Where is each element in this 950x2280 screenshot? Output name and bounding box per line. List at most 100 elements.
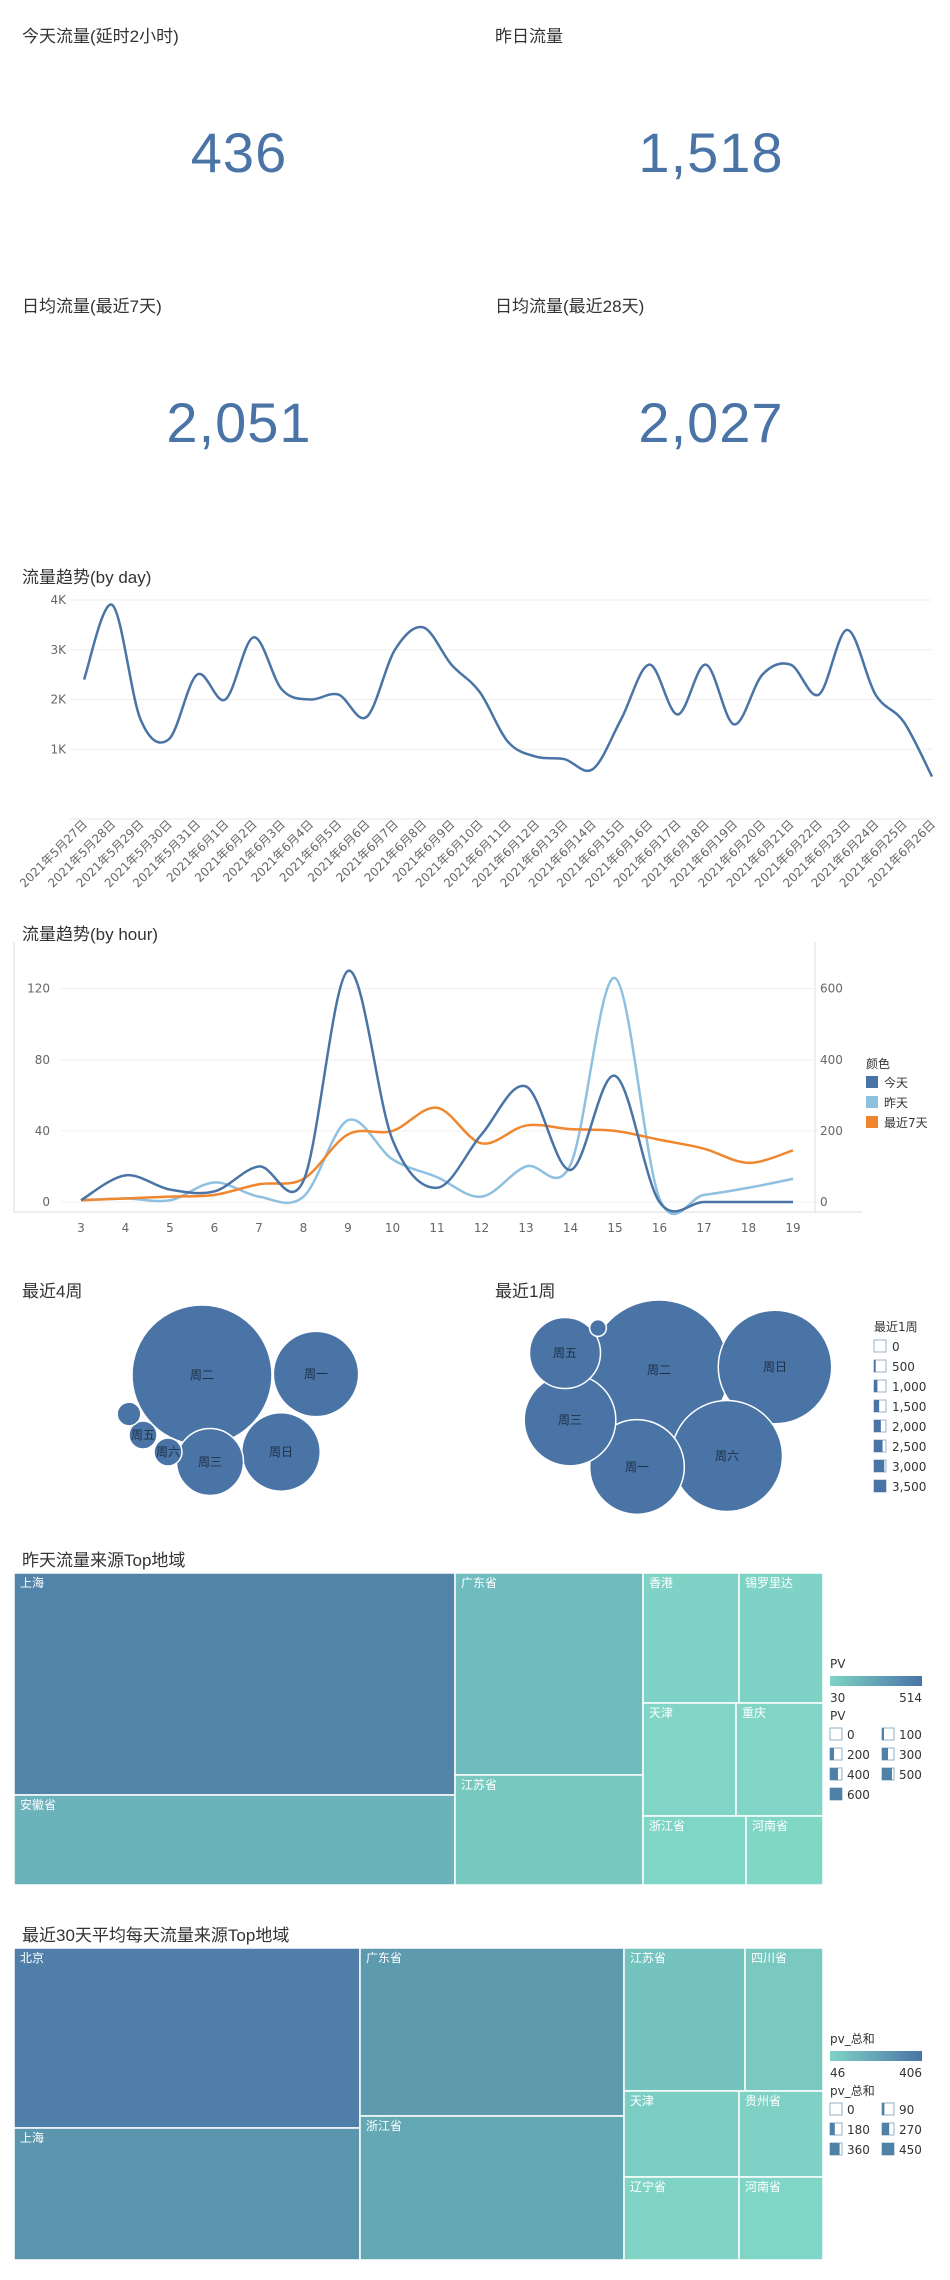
tree2-cell bbox=[623, 2176, 740, 2261]
tree2-cell-label: 四川省 bbox=[751, 1951, 787, 1965]
tree2-size-fill bbox=[830, 2143, 840, 2155]
tree1-cell-label: 上海 bbox=[20, 1575, 44, 1590]
hourly-legend-label: 今天 bbox=[884, 1075, 908, 1090]
tree1-legend-title: PV bbox=[830, 1657, 846, 1671]
tree2-cell bbox=[738, 2176, 824, 2261]
tree1-size-fill bbox=[830, 1768, 838, 1780]
size-legend-label: 2,500 bbox=[892, 1440, 926, 1454]
hourly-chart-title: 流量趋势(by hour) bbox=[22, 925, 159, 944]
daily-chart-title: 流量趋势(by day) bbox=[22, 568, 152, 587]
week1-bubble-label: 周六 bbox=[715, 1449, 739, 1463]
hourly-xtick-label: 17 bbox=[696, 1221, 711, 1235]
tree2-cell-label: 北京 bbox=[20, 1951, 44, 1965]
tree2-cell bbox=[13, 1947, 361, 2129]
hourly-xtick-label: 18 bbox=[741, 1221, 756, 1235]
daily-ytick-label: 4K bbox=[50, 593, 67, 607]
hourly-series-line-1 bbox=[80, 976, 794, 1216]
size-legend-label: 3,500 bbox=[892, 1480, 926, 1494]
tree1-size-fill bbox=[882, 1768, 892, 1780]
hourly-xtick-label: 14 bbox=[563, 1221, 578, 1235]
weeks4-bubble-label: 周一 bbox=[304, 1367, 328, 1381]
hourly-right-tick: 0 bbox=[820, 1195, 828, 1209]
tree1-size-label: 500 bbox=[899, 1768, 922, 1782]
tree2-size-label: 180 bbox=[847, 2123, 870, 2137]
tree1-cell bbox=[13, 1794, 456, 1886]
kpi-avg28-value: 2,027 bbox=[638, 391, 784, 454]
week1-bubble bbox=[588, 1318, 608, 1338]
daily-series-line bbox=[82, 603, 934, 778]
hourly-legend-swatch bbox=[866, 1116, 878, 1128]
tree1-cell bbox=[738, 1572, 824, 1704]
tree1-cell bbox=[642, 1572, 740, 1704]
tree1-size-label: 400 bbox=[847, 1768, 870, 1782]
tree1-size-label: 100 bbox=[899, 1728, 922, 1742]
hourly-xtick-label: 11 bbox=[429, 1221, 444, 1235]
hourly-xtick-label: 9 bbox=[344, 1221, 352, 1235]
tree2-size-fill bbox=[830, 2123, 835, 2135]
daily-ytick-label: 1K bbox=[50, 742, 67, 756]
tree2-size-label: 450 bbox=[899, 2143, 922, 2157]
tree1-cell-label: 江苏省 bbox=[461, 1778, 497, 1792]
kpi-yesterday-label: 昨日流量 bbox=[495, 27, 563, 46]
week1-bubble bbox=[528, 1316, 602, 1390]
kpi-today-value: 436 bbox=[190, 121, 288, 184]
kpi-today-label: 今天流量(延时2小时) bbox=[22, 27, 179, 46]
tree1-legend-max: 514 bbox=[899, 1691, 922, 1705]
tree2-cell-label: 广东省 bbox=[366, 1951, 402, 1965]
tree1-cell bbox=[13, 1572, 456, 1796]
hourly-left-tick: 40 bbox=[35, 1124, 50, 1138]
hourly-xtick-label: 7 bbox=[255, 1221, 263, 1235]
hourly-xtick-label: 16 bbox=[652, 1221, 667, 1235]
tree2-size-legend-title: pv_总和 bbox=[830, 2084, 875, 2098]
hourly-legend-label: 最近7天 bbox=[884, 1116, 928, 1130]
tree1-legend-min: 30 bbox=[830, 1691, 845, 1705]
kpi-avg28-label: 日均流量(最近28天) bbox=[495, 297, 645, 316]
size-legend-fill bbox=[874, 1380, 878, 1392]
tree2-legend-ramp bbox=[830, 2051, 922, 2061]
size-legend-fill bbox=[874, 1360, 876, 1372]
daily-ytick-label: 2K bbox=[50, 693, 67, 707]
tree1-cell bbox=[454, 1572, 644, 1776]
tree1-size-fill bbox=[882, 1728, 884, 1740]
hourly-xtick-label: 12 bbox=[474, 1221, 489, 1235]
hourly-legend-swatch bbox=[866, 1076, 878, 1088]
weeks4-bubble-label: 周日 bbox=[269, 1445, 293, 1459]
hourly-xtick-label: 3 bbox=[77, 1221, 85, 1235]
tree2-size-label: 90 bbox=[899, 2103, 914, 2117]
tree2-title: 最近30天平均每天流量来源Top地域 bbox=[22, 1926, 290, 1945]
hourly-xtick-label: 8 bbox=[300, 1221, 308, 1235]
tree2-cell-label: 天津 bbox=[630, 2094, 654, 2108]
size-legend-title: 最近1周 bbox=[874, 1320, 918, 1334]
tree2-size-fill bbox=[882, 2123, 890, 2135]
tree2-legend-min: 46 bbox=[830, 2066, 845, 2080]
tree1-cell-label: 锡罗里达 bbox=[745, 1575, 793, 1590]
hourly-xtick-label: 4 bbox=[122, 1221, 130, 1235]
tree1-title: 昨天流量来源Top地域 bbox=[22, 1551, 186, 1570]
hourly-xtick-label: 13 bbox=[518, 1221, 533, 1235]
size-legend-fill bbox=[874, 1460, 885, 1472]
tree1-cell-label: 安徽省 bbox=[20, 1797, 56, 1812]
tree1-cell bbox=[745, 1815, 824, 1886]
hourly-series-line-0 bbox=[80, 969, 793, 1213]
tree1-size-label: 0 bbox=[847, 1728, 855, 1742]
tree2-cell bbox=[13, 2127, 361, 2261]
week1-bubble bbox=[588, 1418, 686, 1516]
week1-bubble-label: 周二 bbox=[647, 1363, 671, 1377]
hourly-xtick-label: 19 bbox=[785, 1221, 800, 1235]
size-legend-fill bbox=[874, 1480, 886, 1492]
weeks4-bubble bbox=[153, 1437, 183, 1467]
tree1-cell-label: 广东省 bbox=[461, 1576, 497, 1590]
size-legend-label: 1,500 bbox=[892, 1400, 926, 1414]
tree1-size-fill bbox=[830, 1788, 842, 1800]
tree1-cell bbox=[642, 1815, 747, 1886]
tree1-cell bbox=[735, 1702, 824, 1817]
hourly-left-tick: 120 bbox=[27, 982, 50, 996]
tree2-legend-title: pv_总和 bbox=[830, 2032, 875, 2046]
tree2-size-fill bbox=[882, 2143, 894, 2155]
tree2-cell-label: 江苏省 bbox=[630, 1951, 666, 1965]
size-legend-label: 500 bbox=[892, 1360, 915, 1374]
tree1-size-label: 600 bbox=[847, 1788, 870, 1802]
